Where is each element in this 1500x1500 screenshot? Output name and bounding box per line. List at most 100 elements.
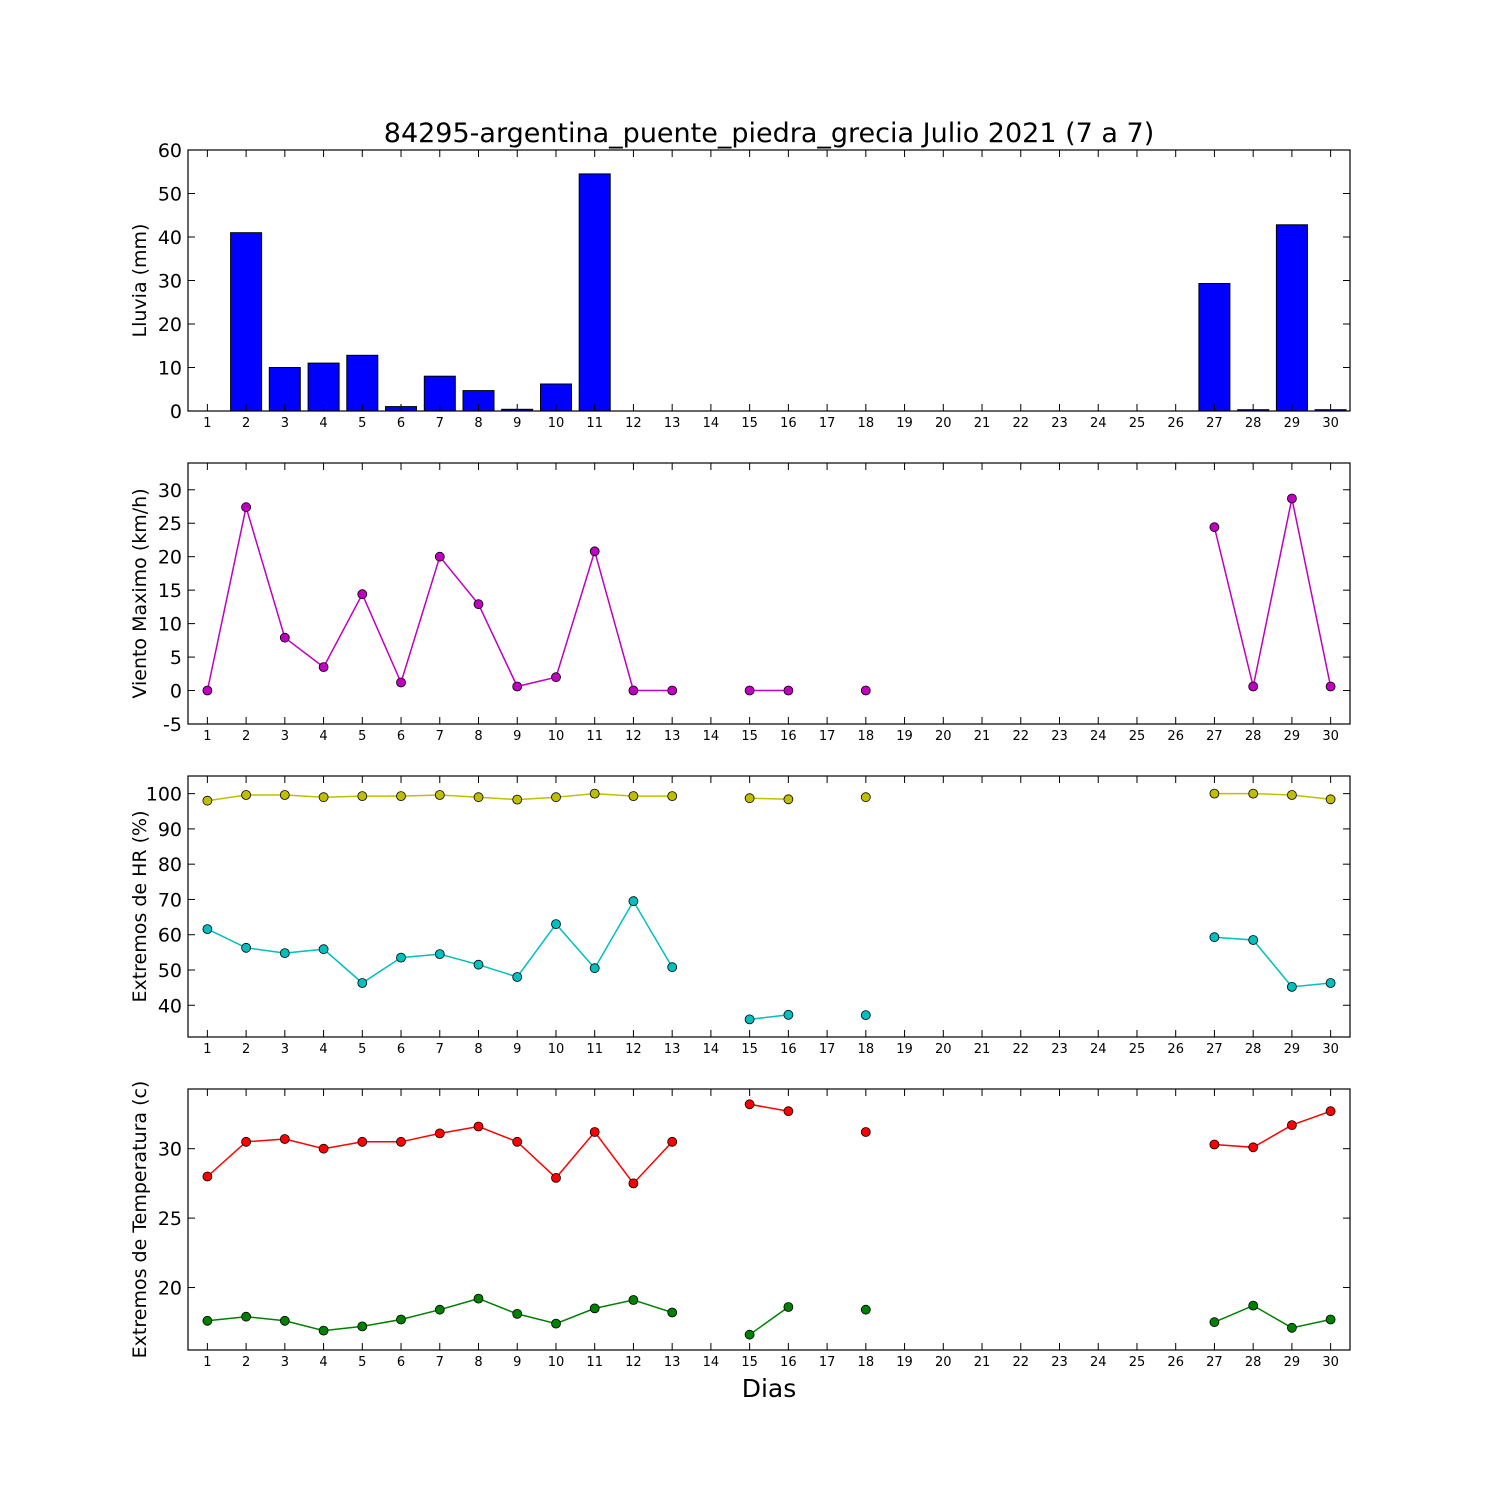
x-tick-label: 24 — [1090, 1355, 1107, 1370]
y-tick-label: 60 — [158, 140, 182, 162]
x-tick-label: 10 — [548, 1355, 565, 1370]
y-tick-label: 20 — [158, 1278, 182, 1300]
x-tick-label: 19 — [896, 416, 913, 431]
x-tick-label: 13 — [664, 1042, 681, 1057]
x-tick-label: 17 — [819, 1042, 836, 1057]
x-tick-label: 30 — [1322, 1355, 1339, 1370]
x-tick-label: 1 — [203, 1355, 211, 1370]
x-tick-label: 27 — [1206, 1355, 1223, 1370]
point-day-30 — [1325, 794, 1336, 805]
point-day-7 — [434, 1128, 445, 1139]
point-day-16 — [783, 1302, 794, 1312]
x-tick-label: 14 — [703, 1355, 720, 1370]
x-tick-label: 3 — [281, 1042, 289, 1057]
point-day-4 — [318, 1143, 329, 1154]
x-tick-label: 21 — [974, 729, 991, 744]
y-tick-label: 30 — [158, 1139, 182, 1161]
point-day-1 — [202, 924, 213, 934]
point-day-6 — [396, 1314, 406, 1325]
bar-day-11 — [578, 173, 611, 412]
point-day-13 — [667, 791, 678, 801]
x-tick-label: 27 — [1206, 416, 1223, 431]
point-day-2 — [241, 1311, 252, 1322]
x-tick-label: 13 — [664, 729, 681, 744]
series-line — [1213, 498, 1332, 687]
point-day-12 — [628, 791, 639, 801]
x-tick-label: 15 — [741, 729, 758, 744]
point-day-9 — [512, 1309, 523, 1319]
x-tick-label: 10 — [548, 729, 565, 744]
x-tick-label: 1 — [203, 416, 211, 431]
point-day-8 — [473, 599, 484, 610]
point-day-9 — [512, 1136, 523, 1147]
point-day-10 — [551, 919, 561, 929]
point-day-6 — [396, 952, 406, 963]
y-tick-label: 60 — [158, 925, 182, 947]
x-tick-label: 2 — [242, 729, 250, 744]
point-day-10 — [551, 672, 561, 683]
x-tick-label: 12 — [625, 1355, 642, 1370]
x-tick-label: 17 — [819, 1355, 836, 1370]
point-day-27 — [1209, 1317, 1220, 1328]
series-line — [749, 1014, 789, 1021]
x-tick-label: 4 — [319, 416, 327, 431]
x-tick-label: 26 — [1167, 1042, 1184, 1057]
point-day-4 — [318, 1325, 329, 1336]
bar-day-4 — [307, 362, 340, 412]
series-2 — [202, 1293, 1336, 1340]
x-tick-label: 17 — [819, 416, 836, 431]
point-day-8 — [473, 792, 484, 803]
series-1 — [202, 788, 1336, 806]
x-tick-label: 26 — [1167, 729, 1184, 744]
point-day-1 — [202, 1315, 213, 1326]
x-tick-label: 28 — [1245, 1355, 1262, 1370]
point-day-18 — [860, 1304, 871, 1315]
chart-title: 84295-argentina_puente_piedra_grecia Jul… — [384, 118, 1154, 149]
point-day-12 — [628, 1178, 639, 1189]
x-tick-label: 28 — [1245, 416, 1262, 431]
y-tick-label: 90 — [158, 819, 182, 841]
x-tick-label: 20 — [935, 416, 952, 431]
x-tick-label: 9 — [513, 1042, 521, 1057]
x-tick-label: 8 — [474, 1042, 482, 1057]
point-day-15 — [744, 1099, 755, 1110]
x-tick-label: 25 — [1129, 729, 1146, 744]
point-day-18 — [860, 1127, 871, 1137]
x-tick-label: 6 — [397, 1042, 405, 1057]
x-tick-label: 9 — [513, 1355, 521, 1370]
x-tick-label: 29 — [1284, 1355, 1301, 1370]
x-tick-label: 19 — [896, 729, 913, 744]
x-tick-label: 11 — [586, 1355, 603, 1370]
point-day-29 — [1287, 493, 1297, 504]
x-tick-label: 25 — [1129, 416, 1146, 431]
point-day-30 — [1325, 1106, 1336, 1117]
x-tick-label: 5 — [358, 1355, 366, 1370]
x-tick-label: 15 — [741, 416, 758, 431]
point-day-30 — [1325, 1314, 1336, 1325]
point-day-6 — [396, 791, 406, 801]
point-day-27 — [1209, 788, 1220, 799]
x-tick-label: 21 — [974, 416, 991, 431]
point-day-18 — [860, 1010, 871, 1020]
x-tick-label: 23 — [1051, 729, 1068, 744]
bar-day-5 — [346, 354, 379, 412]
x-tick-label: 23 — [1051, 1042, 1068, 1057]
series-1 — [202, 1099, 1336, 1189]
point-day-18 — [860, 792, 871, 803]
y-tick-label: 25 — [158, 1208, 182, 1230]
point-day-12 — [628, 1295, 639, 1305]
x-tick-label: 8 — [474, 729, 482, 744]
y-tick-label: 50 — [158, 960, 182, 982]
point-day-9 — [512, 794, 523, 805]
point-day-8 — [473, 959, 484, 970]
x-tick-label: 22 — [1012, 1042, 1029, 1057]
point-day-7 — [434, 790, 445, 800]
point-day-15 — [744, 685, 755, 696]
point-day-3 — [279, 948, 290, 958]
x-tick-label: 29 — [1284, 729, 1301, 744]
x-tick-label: 6 — [397, 1355, 405, 1370]
point-day-3 — [279, 632, 290, 643]
point-day-3 — [279, 1134, 290, 1144]
x-tick-label: 10 — [548, 1042, 565, 1057]
